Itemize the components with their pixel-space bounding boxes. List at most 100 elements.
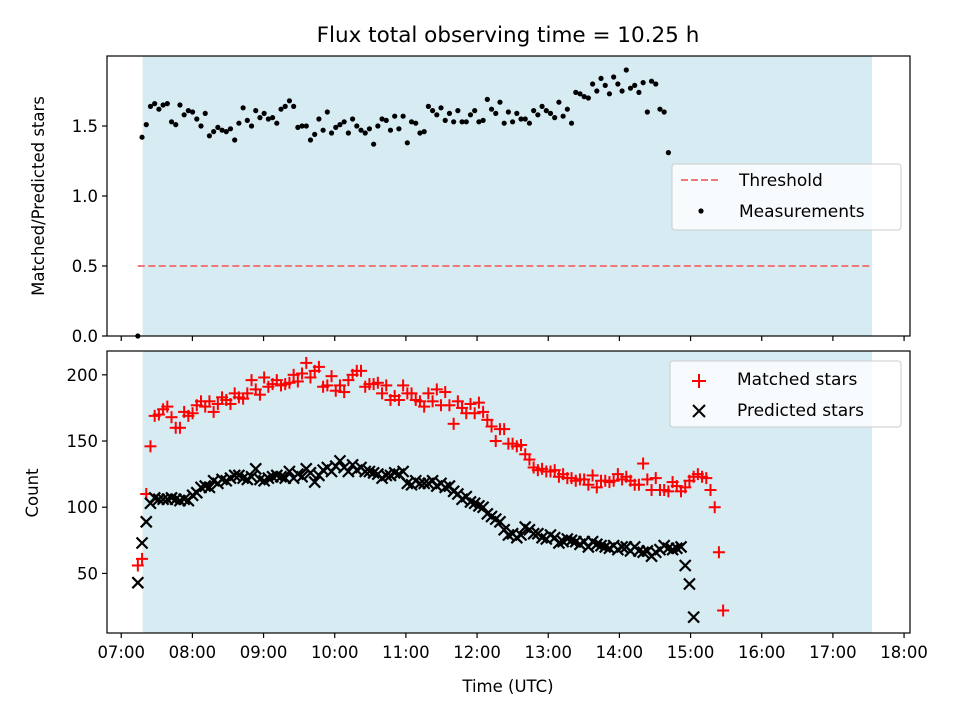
measurement-point: [261, 110, 267, 116]
matched-star-marker: [515, 439, 528, 451]
matched-star-marker: [376, 387, 389, 400]
measurement-point: [244, 117, 250, 123]
measurement-point: [434, 112, 440, 118]
measurement-point: [189, 109, 196, 115]
bottom-x-ticks-layer: 07:00 08:00 09:00 10:00 11:00 12:00 13:00 14:00…: [97, 633, 928, 662]
measurement-point: [623, 67, 629, 73]
measurement-point: [648, 78, 655, 84]
matched-star-marker: [464, 397, 477, 410]
bottom-y-tick-label: 200: [67, 366, 99, 385]
predicted-star-marker: [687, 610, 700, 624]
top-x-ticks-layer: [120, 336, 905, 341]
measurement-point: [404, 140, 410, 146]
measurement-point: [324, 109, 330, 115]
predicted-star-marker: [670, 541, 684, 555]
measurement-point: [446, 110, 453, 116]
measurement-point: [211, 129, 217, 135]
bottom-panel: 50 100 150 200 07:00 08:00 09:00 10:00 11:00 12:…: [23, 350, 928, 696]
measurement-point: [547, 110, 554, 116]
matched-star-marker: [523, 453, 536, 466]
matched-star-marker: [173, 421, 186, 434]
legend-predicted-label: Predicted stars: [737, 401, 864, 421]
predicted-star-marker: [367, 466, 380, 480]
matched-star-marker: [296, 367, 309, 380]
x-tick-label: 16:00: [738, 643, 786, 662]
matched-star-marker: [717, 604, 730, 617]
measurement-point: [349, 116, 356, 122]
matched-star-marker: [472, 396, 485, 409]
measurement-point: [358, 127, 364, 133]
predicted-star-marker: [561, 532, 574, 546]
measurement-point: [299, 123, 305, 129]
measurement-point: [472, 108, 478, 114]
matched-star-marker: [161, 400, 174, 413]
top-panel: 0.0 0.5 1.0 1.5 Matched/Predicted stars Thr…: [29, 55, 911, 346]
measurement-point: [619, 88, 625, 94]
measurement-point: [526, 120, 533, 126]
matched-star-marker: [325, 370, 338, 383]
matched-star-marker: [186, 407, 199, 420]
predicted-star-marker: [674, 540, 688, 554]
measurement-point: [552, 115, 558, 121]
measurement-point: [467, 112, 474, 118]
measurement-point: [383, 117, 389, 123]
measurement-point: [177, 102, 183, 108]
measurement-point: [156, 106, 162, 112]
predicted-star-marker: [590, 538, 604, 551]
matched-star-marker: [590, 481, 603, 494]
measurement-point: [653, 81, 659, 87]
bottom-y-ticks-layer: 50 100 150 200: [67, 366, 107, 583]
legend-measurements-label: Measurements: [739, 202, 865, 222]
predicted-star-marker: [363, 465, 376, 478]
matched-star-marker: [422, 387, 435, 400]
measurement-point: [556, 99, 562, 105]
predicted-star-marker: [535, 531, 549, 544]
matched-star-marker: [489, 435, 502, 448]
measurement-point: [644, 109, 650, 115]
top-y-tick-label: 1.5: [72, 117, 98, 136]
measurement-point: [232, 137, 238, 143]
matched-star-marker: [477, 405, 490, 418]
measurement-point: [657, 106, 663, 112]
measurement-point: [316, 116, 322, 122]
measurement-point: [455, 108, 461, 114]
matched-star-marker: [426, 395, 439, 408]
matched-star-marker: [498, 423, 511, 436]
chart-title: Flux total observing time = 10.25 h: [317, 23, 700, 48]
legend-predicted-swatch: [692, 404, 706, 418]
measurement-point: [362, 130, 368, 136]
top-legend: Threshold Measurements: [671, 163, 902, 231]
bottom-y-tick-label: 50: [77, 564, 98, 583]
matched-star-marker: [468, 407, 481, 420]
predicted-star-marker: [228, 469, 241, 482]
x-tick-label: 07:00: [97, 643, 145, 662]
matched-star-marker: [291, 375, 304, 388]
predicted-star-marker: [198, 479, 212, 493]
measurement-point: [307, 137, 314, 143]
predicted-star-marker: [683, 577, 696, 591]
measurement-point: [451, 119, 457, 125]
measurement-point: [564, 106, 570, 112]
top-y-tick-label: 0.0: [72, 327, 98, 346]
matched-star-marker: [548, 464, 561, 477]
measurement-point: [139, 134, 145, 140]
matched-star-marker: [287, 368, 300, 381]
matched-star-marker: [430, 383, 443, 396]
measurement-point: [413, 120, 419, 126]
measurement-point: [253, 108, 259, 114]
matched-star-marker: [300, 356, 313, 369]
matched-star-marker: [607, 474, 620, 487]
measurement-point: [152, 101, 158, 107]
measurement-point: [173, 122, 179, 128]
matched-star-marker: [392, 393, 405, 406]
measurement-point: [375, 123, 381, 129]
matched-star-marker: [418, 400, 431, 413]
bottom-y-tick-label: 150: [67, 432, 99, 451]
matched-star-marker: [439, 386, 452, 399]
predicted-star-marker: [678, 559, 692, 572]
measurement-point: [387, 127, 394, 133]
predicted-star-marker: [245, 470, 258, 484]
measurement-point: [354, 123, 360, 129]
measurement-point: [535, 112, 541, 118]
measurement-point: [543, 108, 549, 114]
